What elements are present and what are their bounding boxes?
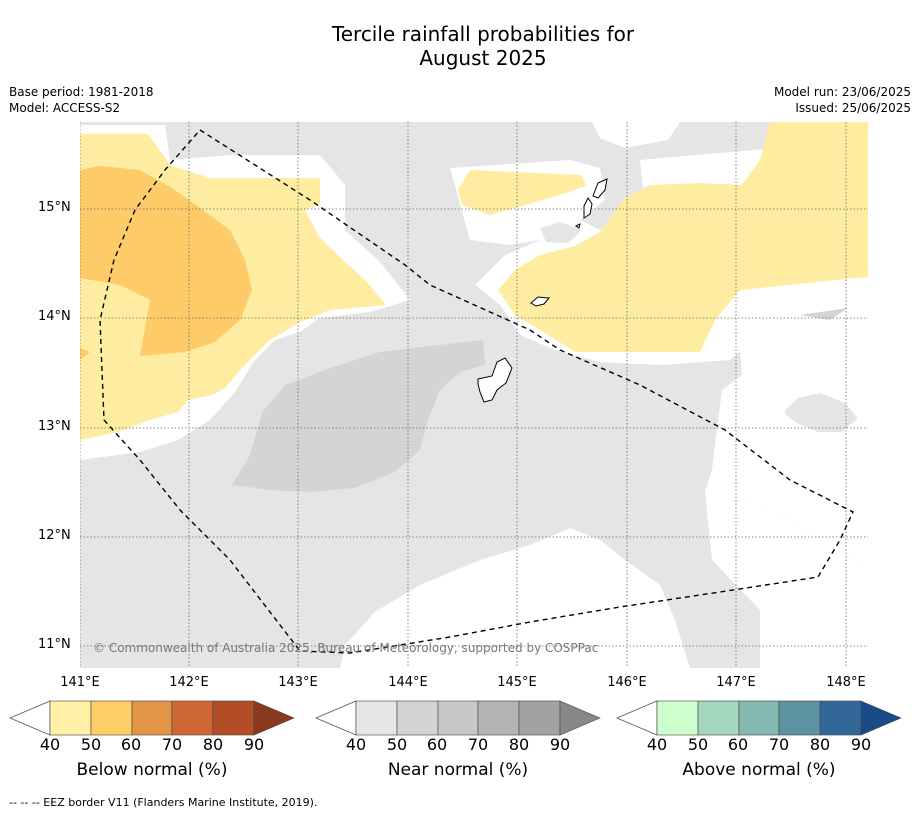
colorbar-above-tick: 50 — [687, 735, 709, 754]
near-normal-40-small-ne — [540, 222, 582, 243]
colorbar-below-swatch-1 — [49, 700, 92, 736]
below-normal-40-east — [498, 122, 868, 352]
colorbar-above-swatch-4 — [778, 700, 821, 736]
lon-label-141: 141°E — [60, 675, 100, 690]
colorbar-below-swatch-2 — [90, 700, 133, 736]
colorbar-above-swatch-1 — [656, 700, 699, 736]
colorbar-above — [615, 700, 902, 736]
lat-label-13: 13°N — [38, 419, 71, 434]
colorbar-below-min-arrow — [8, 700, 51, 736]
lon-label-145: 145°E — [497, 675, 537, 690]
colorbar-above-tick: 60 — [727, 735, 749, 754]
colorbar-above-swatch-5 — [819, 700, 862, 736]
islands — [477, 178, 608, 403]
colorbar-near-tick: 40 — [345, 735, 367, 754]
model-run-text: Model run: 23/06/2025 — [773, 85, 911, 99]
gap-white-ne-top — [592, 122, 680, 148]
colorbar-above-swatch-3 — [738, 700, 780, 736]
colorbar-below-swatch-5 — [212, 700, 255, 736]
run-info: Model run: 23/06/2025 Issued: 25/06/2025 — [774, 84, 911, 116]
near-normal-50-east — [800, 308, 848, 320]
colorbar-above-tick: 40 — [646, 735, 668, 754]
issued-text: Issued: 25/06/2025 — [795, 101, 911, 115]
model-info: Base period: 1981-2018 Model: ACCESS-S2 — [9, 84, 154, 116]
colorbar-above-min-arrow — [615, 700, 658, 736]
colorbar-below-label: Below normal (%) — [76, 760, 228, 780]
colorbar-near-tick: 90 — [549, 735, 571, 754]
colorbar-near-swatch-4 — [477, 700, 520, 736]
colorbar-below-max-arrow — [253, 700, 295, 736]
colorbar-below-tick: 60 — [120, 735, 142, 754]
below-normal-40-ne — [458, 170, 586, 215]
colorbar-near-min-arrow — [314, 700, 357, 736]
colorbar-below-tick: 40 — [39, 735, 61, 754]
colorbar-above-label: Above normal (%) — [682, 760, 836, 780]
eez-border — [99, 129, 854, 654]
colorbar-near-tick: 60 — [426, 735, 448, 754]
colorbar-below — [8, 700, 295, 736]
title-line-2: August 2025 — [419, 46, 547, 70]
colorbar-above-tick: 80 — [809, 735, 831, 754]
saipan-island — [592, 178, 608, 199]
colorbar-below-tick: 90 — [243, 735, 265, 754]
lat-label-15: 15°N — [38, 200, 71, 215]
colorbar-below-swatch-4 — [171, 700, 214, 736]
guam-island — [477, 357, 513, 403]
colorbar-near-tick: 80 — [508, 735, 530, 754]
title-line-1: Tercile rainfall probabilities for — [331, 22, 635, 46]
colorbar-above-max-arrow — [860, 700, 902, 736]
below-normal-50-small — [80, 348, 90, 360]
colorbar-near-tick: 50 — [386, 735, 408, 754]
near-normal-40-se-white — [705, 492, 868, 668]
colorbar-above-tick: 90 — [850, 735, 872, 754]
colorbar-below-tick: 80 — [202, 735, 224, 754]
chart-title: Tercile rainfall probabilities for Augus… — [0, 22, 919, 70]
model-text: Model: ACCESS-S2 — [9, 101, 121, 115]
colorbar-near-label: Near normal (%) — [387, 760, 529, 780]
eez-footnote: -- -- -- EEZ border V11 (Flanders Marine… — [9, 796, 318, 809]
colorbar-near-swatch-2 — [396, 700, 439, 736]
lon-label-146: 146°E — [607, 675, 647, 690]
lon-label-147: 147°E — [716, 675, 756, 690]
near-normal-40-oval — [783, 393, 858, 432]
lat-label-14: 14°N — [38, 309, 71, 324]
lon-label-143: 143°E — [278, 675, 318, 690]
lat-label-11: 11°N — [38, 637, 71, 652]
lat-label-12: 12°N — [38, 528, 71, 543]
gridlines — [80, 122, 868, 668]
colorbar-below-tick: 50 — [80, 735, 102, 754]
copyright-text: © Commonwealth of Australia 2025, Bureau… — [93, 641, 599, 655]
colorbar-near — [314, 700, 601, 736]
aguijan-island — [575, 223, 581, 229]
lon-label-142: 142°E — [169, 675, 209, 690]
lon-label-144: 144°E — [388, 675, 428, 690]
colorbar-near-max-arrow — [559, 700, 601, 736]
below-normal-50-nw — [80, 166, 252, 356]
colorbar-near-swatch-5 — [518, 700, 561, 736]
colorbar-near-tick: 70 — [467, 735, 489, 754]
colorbar-above-swatch-2 — [697, 700, 740, 736]
near-normal-50-region — [232, 340, 485, 492]
colorbar-below-swatch-3 — [131, 700, 173, 736]
tinian-island — [583, 197, 593, 219]
colorbar-near-swatch-3 — [437, 700, 479, 736]
lon-label-148: 148°E — [826, 675, 866, 690]
colorbar-below-tick: 70 — [161, 735, 183, 754]
colorbar-above-tick: 70 — [768, 735, 790, 754]
map-area — [80, 122, 868, 668]
rota-island — [530, 296, 550, 307]
colorbar-near-swatch-1 — [355, 700, 398, 736]
base-period-text: Base period: 1981-2018 — [9, 85, 154, 99]
